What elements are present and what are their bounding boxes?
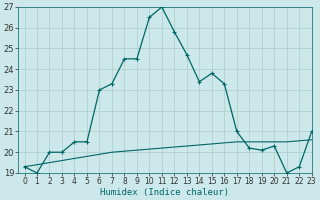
X-axis label: Humidex (Indice chaleur): Humidex (Indice chaleur)	[100, 188, 229, 197]
